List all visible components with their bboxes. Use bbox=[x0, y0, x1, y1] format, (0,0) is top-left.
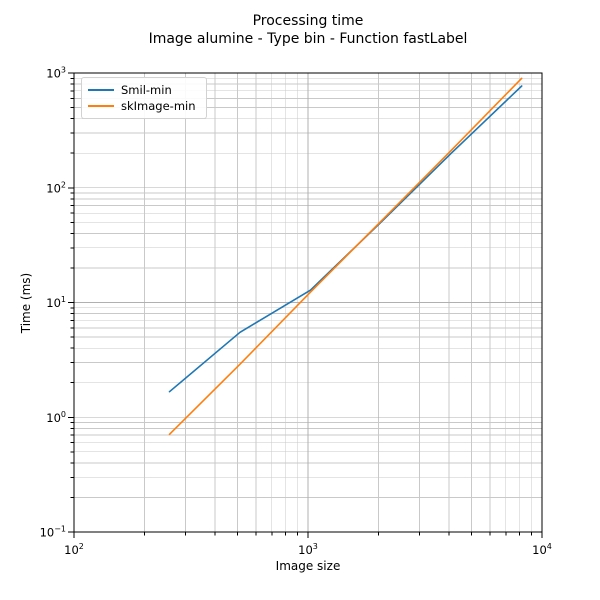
y-tick-label: 10−1 bbox=[40, 525, 66, 540]
x-tick-label: 104 bbox=[532, 542, 552, 557]
legend-label-smil-min: Smil-min bbox=[121, 83, 172, 97]
legend-line-swatch-skimage-min bbox=[88, 104, 114, 108]
y-tick-label: 100 bbox=[46, 410, 66, 425]
tick-labels: 102 103 104 103 102 101 100 10−1 bbox=[40, 66, 552, 558]
chart-subtitle: Image alumine - Type bin - Function fast… bbox=[148, 31, 468, 47]
tick-marks bbox=[68, 72, 543, 538]
y-tick-label: 102 bbox=[46, 180, 66, 195]
legend-line-swatch-smil-min bbox=[88, 88, 114, 92]
y-tick-label: 101 bbox=[46, 295, 66, 310]
chart-title-block: Processing time Image alumine - Type bin… bbox=[74, 12, 542, 48]
y-axis-label: Time (ms) bbox=[19, 272, 33, 334]
legend-label-skimage-min: skImage-min bbox=[121, 99, 196, 113]
x-tick-label: 102 bbox=[64, 542, 84, 557]
x-tick-label: 103 bbox=[298, 542, 318, 557]
y-tick-label: 103 bbox=[46, 66, 66, 81]
legend-item-skimage-min: skImage-min bbox=[88, 98, 196, 114]
chart-title: Processing time bbox=[252, 13, 364, 29]
legend-item-smil-min: Smil-min bbox=[88, 82, 196, 98]
x-axis-label: Image size bbox=[275, 559, 341, 573]
series-line-skimage-min bbox=[168, 77, 523, 436]
legend: Smil-min skImage-min bbox=[81, 77, 207, 119]
